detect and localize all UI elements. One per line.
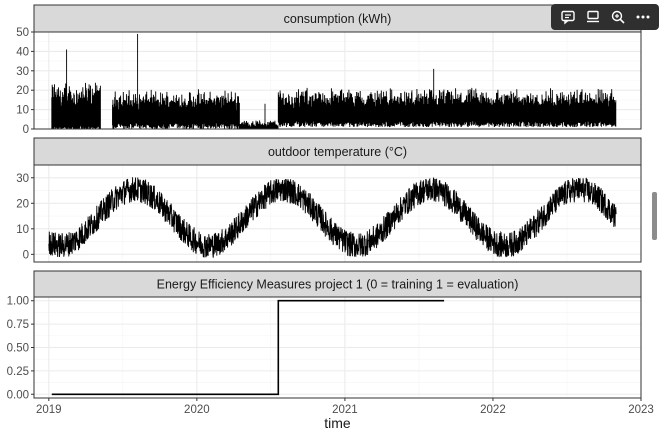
y-tick-label: 0.00 xyxy=(7,389,29,401)
facet-title: outdoor temperature (°C) xyxy=(268,145,407,159)
panel-border xyxy=(33,164,642,263)
y-tick-label: 20 xyxy=(16,85,29,97)
series-line-consumption xyxy=(51,33,617,130)
series-line-temperature xyxy=(48,177,617,258)
chart-toolbar xyxy=(551,4,659,30)
y-tick-label: 20 xyxy=(16,198,29,210)
x-axis-title: time xyxy=(324,415,351,430)
zoom-icon xyxy=(611,10,625,24)
x-tick-label: 2023 xyxy=(628,404,654,416)
display-button[interactable] xyxy=(582,7,604,27)
y-tick-label: 0 xyxy=(23,249,29,261)
scrollbar-handle[interactable] xyxy=(652,192,657,240)
zoom-button[interactable] xyxy=(607,7,629,27)
more-icon xyxy=(636,15,649,19)
comment-button[interactable] xyxy=(557,7,579,27)
y-tick-label: 0.50 xyxy=(7,343,29,355)
facet-strip xyxy=(33,270,642,298)
panel-2: outdoor temperature (°C) 0 10 20 30 xyxy=(16,137,642,263)
panel-border xyxy=(33,31,642,130)
comment-icon xyxy=(560,10,575,25)
facet-strip xyxy=(33,4,642,33)
y-tick-label: 40 xyxy=(16,46,29,58)
y-tick-label: 0.25 xyxy=(7,366,29,378)
series-line-project xyxy=(51,299,445,396)
panel-border xyxy=(33,296,642,399)
facet-title: consumption (kWh) xyxy=(284,12,392,26)
x-tick-label: 2019 xyxy=(36,404,62,416)
y-tick-label: 30 xyxy=(16,66,29,78)
panel-3: Energy Efficiency Measures project 1 (0 … xyxy=(7,270,642,401)
y-tick-label: 30 xyxy=(16,173,29,185)
y-tick-label: 50 xyxy=(16,27,29,39)
y-tick-label: 1.00 xyxy=(7,296,29,308)
y-tick-label: 0.75 xyxy=(7,319,29,331)
panel-1: consumption (kWh) 0 10 20 30 40 50 xyxy=(16,4,642,136)
more-button[interactable] xyxy=(632,7,654,27)
y-tick-label: 0 xyxy=(23,124,29,136)
x-tick-label: 2020 xyxy=(184,404,210,416)
y-tick-label: 10 xyxy=(16,224,29,236)
facet-title: Energy Efficiency Measures project 1 (0 … xyxy=(157,278,519,292)
display-icon xyxy=(586,10,599,23)
facet-strip xyxy=(33,137,642,166)
x-tick-label: 2021 xyxy=(332,404,358,416)
x-tick-label: 2022 xyxy=(480,404,506,416)
y-tick-label: 10 xyxy=(16,105,29,117)
